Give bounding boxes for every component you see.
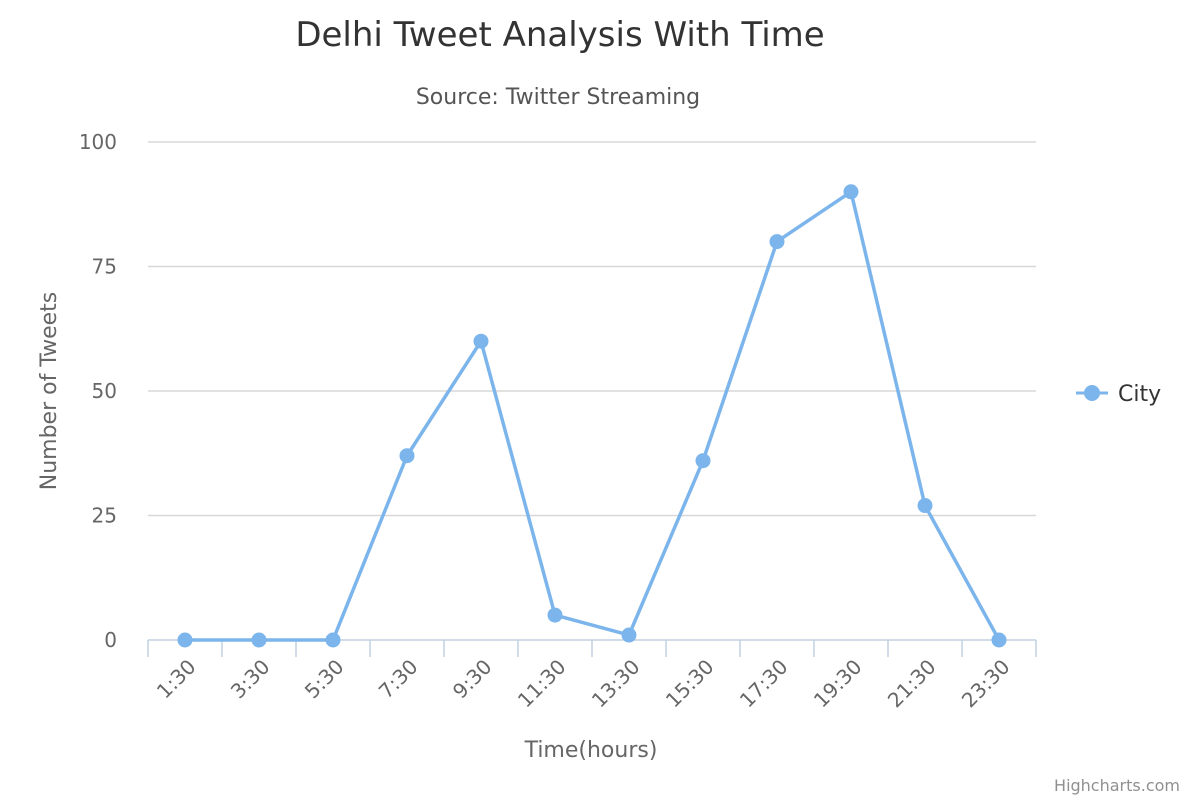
- chart-subtitle: Source: Twitter Streaming: [416, 85, 700, 110]
- x-tick-label: 7:30: [374, 655, 423, 704]
- legend-label-city: City: [1118, 382, 1161, 407]
- y-tick-label: 50: [92, 379, 117, 403]
- data-point[interactable]: [325, 632, 341, 648]
- grid-lines: [148, 141, 1036, 517]
- credits-link[interactable]: Highcharts.com: [1054, 776, 1180, 795]
- data-point[interactable]: [399, 448, 415, 464]
- data-point[interactable]: [843, 184, 859, 200]
- data-point[interactable]: [177, 632, 193, 648]
- data-point[interactable]: [473, 333, 489, 349]
- y-tick-label: 75: [92, 255, 117, 279]
- data-point[interactable]: [547, 607, 563, 623]
- x-axis: [147, 639, 1037, 657]
- x-tick-label: 11:30: [513, 655, 571, 713]
- data-point[interactable]: [251, 632, 267, 648]
- data-point[interactable]: [769, 234, 785, 250]
- data-point[interactable]: [917, 498, 933, 514]
- x-tick-label: 21:30: [883, 655, 941, 713]
- x-tick-label: 1:30: [152, 655, 201, 704]
- x-tick-label: 15:30: [661, 655, 719, 713]
- x-axis-title: Time(hours): [524, 738, 658, 763]
- legend[interactable]: City: [1076, 382, 1161, 407]
- legend-marker: [1084, 385, 1100, 401]
- x-tick-label: 19:30: [809, 655, 867, 713]
- x-tick-label: 5:30: [300, 655, 349, 704]
- chart-title: Delhi Tweet Analysis With Time: [295, 15, 824, 55]
- data-point[interactable]: [695, 453, 711, 469]
- x-tick-label: 3:30: [226, 655, 275, 704]
- y-axis-title: Number of Tweets: [37, 292, 62, 491]
- x-tick-label: 23:30: [957, 655, 1015, 713]
- x-tick-label: 13:30: [587, 655, 645, 713]
- y-tick-label: 0: [104, 628, 117, 652]
- y-tick-label: 25: [92, 504, 117, 528]
- y-axis-tick-labels: 0 25 50 75 100: [79, 130, 117, 652]
- data-point[interactable]: [621, 627, 637, 643]
- x-tick-label: 9:30: [448, 655, 497, 704]
- data-point[interactable]: [991, 632, 1007, 648]
- series-line: [183, 190, 1001, 642]
- series-city: [177, 184, 1007, 648]
- y-tick-label: 100: [79, 130, 117, 154]
- x-tick-label: 17:30: [735, 655, 793, 713]
- x-axis-tick-labels: 1:30 3:30 5:30 7:30 9:30 11:30 13:30 15:30 17:30…: [152, 655, 1015, 713]
